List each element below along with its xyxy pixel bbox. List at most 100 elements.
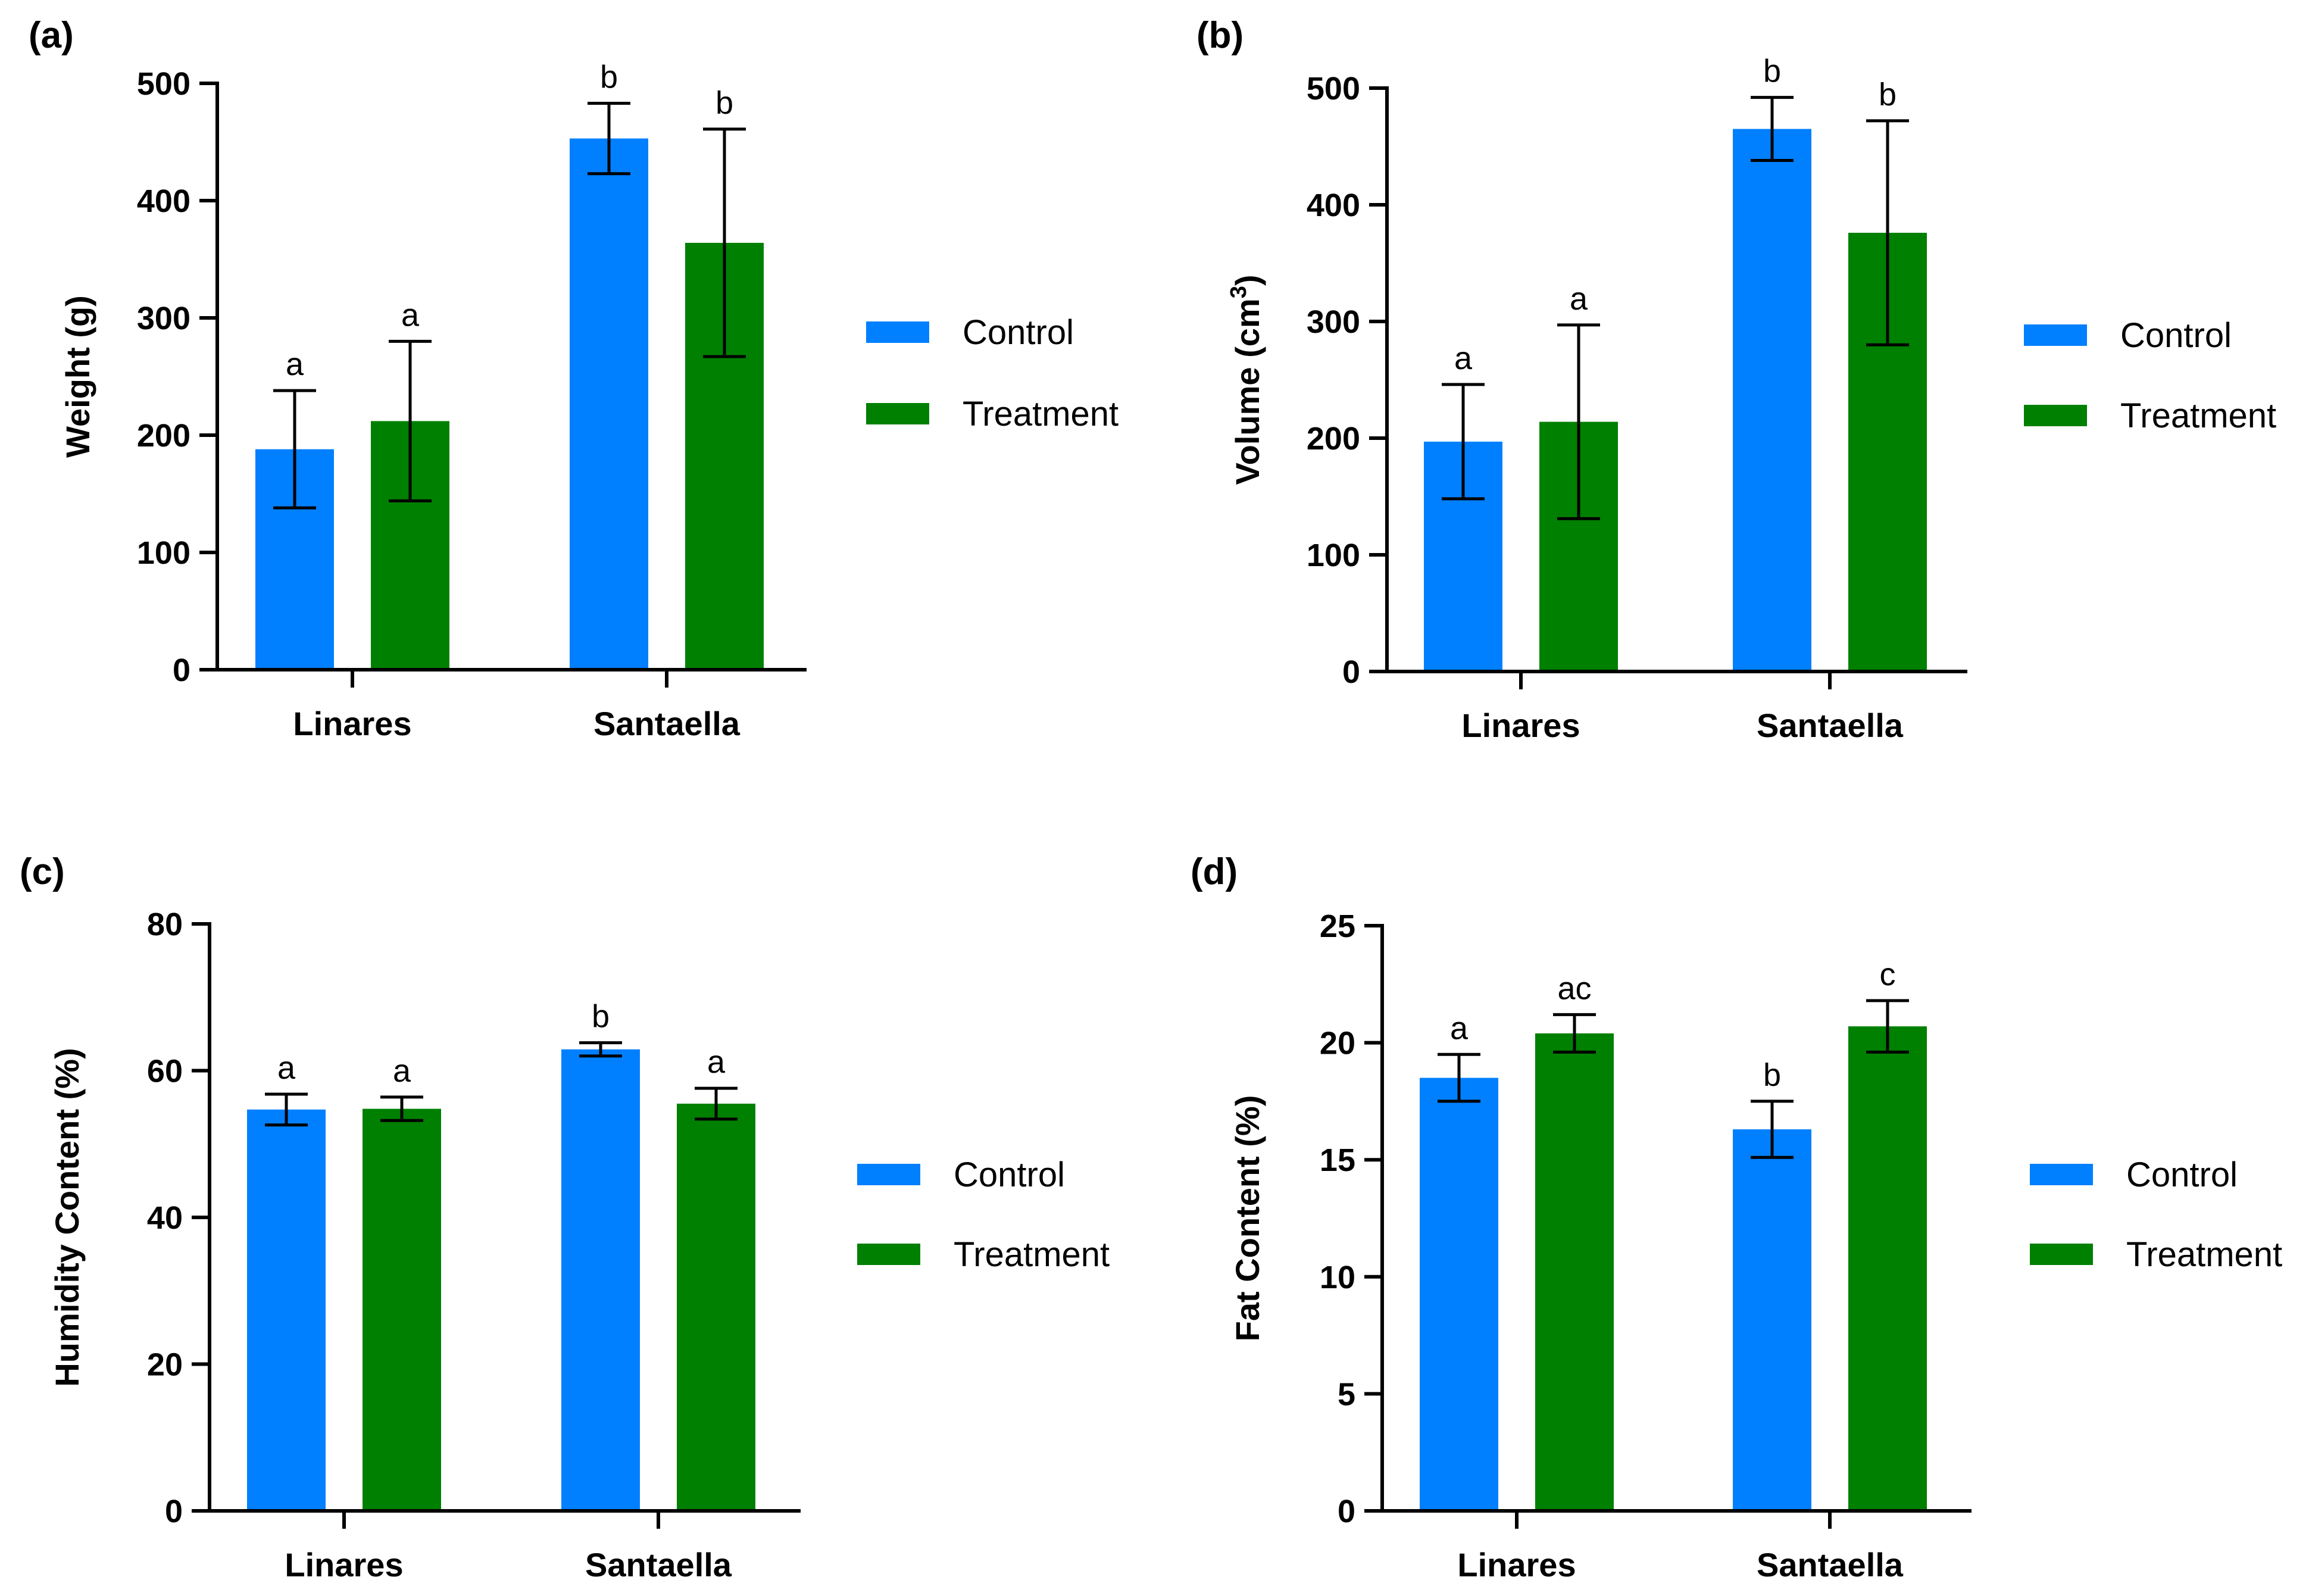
error-bar (1553, 1013, 1596, 1054)
chart-panel-b: (b) a b a b 0 100 200 300 400 500 Linares Santaella V… (1196, 15, 2276, 744)
chart-panel-c: (c) a b a a 0 20 40 60 80 Linares Santaella Humidity… (20, 851, 1110, 1583)
y-tick-label: 0 (173, 652, 190, 688)
legend-swatch-treatment (866, 403, 929, 424)
error-bar (703, 127, 746, 358)
error-bar (1866, 119, 1909, 346)
y-axis-title: Volume (cm3) (1226, 274, 1266, 485)
bar-treatment-santaella (677, 1103, 755, 1511)
legend: Control Treatment (2030, 1155, 2282, 1274)
x-tick-label: Santaella (585, 1546, 732, 1583)
legend: Control Treatment (866, 313, 1118, 433)
y-axis-title-main: Humidity Content (%) (48, 1048, 86, 1386)
bar-control-santaella (1733, 129, 1811, 672)
y-tick-label: 25 (1320, 908, 1355, 944)
panel-label: (a) (29, 15, 74, 56)
error-bar (695, 1086, 738, 1121)
y-tick-label: 300 (1307, 304, 1360, 340)
legend-label-treatment: Treatment (2120, 396, 2276, 435)
legend-swatch-treatment (2024, 405, 2087, 426)
x-tick-label: Santaella (1757, 707, 1904, 744)
error-bar (1751, 96, 1794, 163)
y-axis-title-superscript: 3 (1226, 286, 1251, 298)
error-bar (380, 1095, 423, 1122)
legend-label-control: Control (963, 313, 1074, 352)
panel-label: (b) (1196, 15, 1244, 56)
y-tick-label: 200 (1307, 421, 1360, 457)
y-axis-title-tail: ) (1229, 274, 1266, 286)
significance-letter: a (286, 346, 304, 382)
significance-letter: b (1763, 1057, 1781, 1093)
y-tick-label: 40 (147, 1200, 183, 1236)
bar-control-santaella (570, 138, 648, 670)
x-tick-label: Linares (285, 1546, 403, 1583)
y-tick-label: 0 (1342, 654, 1360, 690)
legend-label-treatment: Treatment (2126, 1235, 2282, 1274)
legend-label-treatment: Treatment (963, 395, 1118, 433)
y-tick-label: 10 (1320, 1260, 1355, 1295)
significance-letter: b (1879, 77, 1897, 113)
significance-letter: a (1454, 341, 1473, 376)
significance-letter: b (716, 85, 733, 121)
significance-letter: a (277, 1050, 296, 1086)
error-bar (1557, 323, 1600, 520)
bar-treatment-santaella (1848, 1026, 1927, 1511)
significance-letter: b (1763, 54, 1781, 89)
bar-control-linares (1420, 1077, 1498, 1511)
y-tick-label: 400 (137, 183, 190, 219)
y-axis-title: Weight (g) (59, 295, 96, 458)
y-tick-label: 500 (137, 66, 190, 102)
y-tick-label: 0 (165, 1494, 183, 1529)
error-bar (273, 389, 316, 510)
legend-label-control: Control (2126, 1155, 2238, 1194)
y-axis-title-main: Volume (cm (1229, 298, 1266, 485)
legend: Control Treatment (2024, 316, 2276, 435)
error-bar (1751, 1100, 1794, 1159)
y-tick-label: 500 (1307, 71, 1360, 107)
chart-panel-d: (d) a b ac c 0 5 10 15 20 25 Linares Santaella Fat Co… (1191, 851, 2282, 1583)
y-tick-label: 5 (1338, 1376, 1355, 1412)
y-tick-label: 400 (1307, 188, 1360, 223)
error-bar (1866, 999, 1909, 1054)
error-bar (389, 339, 432, 502)
error-bar (579, 1041, 622, 1058)
y-tick-label: 80 (147, 907, 183, 942)
significance-letter: b (592, 999, 610, 1035)
legend-swatch-control (2024, 324, 2087, 346)
y-tick-label: 0 (1338, 1494, 1355, 1529)
significance-letter: b (600, 59, 618, 95)
y-tick-label: 60 (147, 1054, 183, 1089)
legend-swatch-control (857, 1164, 920, 1185)
bar-control-santaella (1733, 1129, 1811, 1511)
legend-label-treatment: Treatment (954, 1235, 1110, 1274)
y-tick-label: 20 (147, 1347, 183, 1383)
x-tick-label: Santaella (593, 705, 741, 742)
legend: Control Treatment (857, 1155, 1110, 1274)
bar-treatment-linares (363, 1108, 441, 1511)
legend-label-control: Control (954, 1155, 1065, 1194)
significance-letter: a (1450, 1010, 1469, 1046)
significance-letter: c (1880, 957, 1896, 992)
y-tick-label: 200 (137, 418, 190, 454)
y-axis-title-main: Weight (g) (59, 295, 96, 458)
significance-letter: a (707, 1044, 726, 1080)
error-bar (1438, 1052, 1480, 1103)
y-tick-label: 15 (1320, 1142, 1355, 1178)
legend-swatch-treatment (857, 1244, 920, 1265)
bar-treatment-linares (1535, 1033, 1614, 1511)
y-tick-label: 100 (1307, 538, 1360, 573)
x-tick-label: Linares (1457, 1546, 1576, 1583)
error-bar (588, 101, 630, 176)
y-tick-label: 20 (1320, 1026, 1355, 1061)
panel-label: (d) (1191, 851, 1238, 892)
y-axis-title-main: Fat Content (%) (1229, 1095, 1266, 1342)
y-tick-label: 300 (137, 301, 190, 336)
y-axis-title: Humidity Content (%) (48, 1048, 86, 1386)
legend-swatch-control (2030, 1164, 2093, 1185)
legend-swatch-treatment (2030, 1244, 2093, 1265)
significance-letter: a (401, 297, 420, 333)
legend-swatch-control (866, 321, 929, 343)
x-tick-label: Linares (1461, 707, 1580, 744)
significance-letter: a (1570, 281, 1588, 317)
bar-control-linares (247, 1109, 326, 1511)
